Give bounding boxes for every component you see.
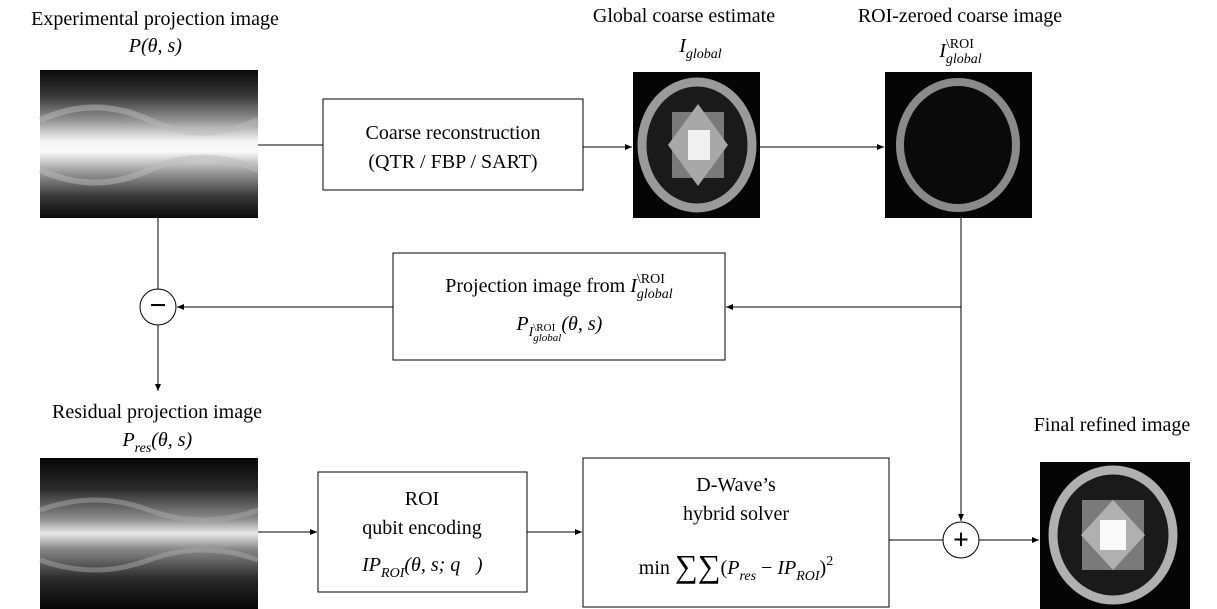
box-text: D-Wave’s bbox=[696, 474, 776, 496]
box-text: qubit encoding bbox=[362, 517, 481, 539]
math-part: P bbox=[121, 429, 134, 451]
final-image bbox=[1040, 462, 1190, 609]
math-label: Iglobal bbox=[678, 35, 722, 62]
operator: − bbox=[149, 289, 166, 322]
math-part: min bbox=[639, 557, 675, 579]
math-part: global bbox=[946, 52, 982, 67]
coarse-box bbox=[323, 99, 583, 190]
math-part: ∑∑ bbox=[675, 548, 721, 584]
math-part: (θ, s; q⃗) bbox=[404, 554, 482, 576]
math-part: \ROI bbox=[946, 37, 974, 52]
math-part: (θ, s) bbox=[561, 313, 602, 335]
math-part: global bbox=[637, 287, 673, 302]
math-label: Pres(θ, s) bbox=[121, 429, 192, 456]
math-part: (θ, s) bbox=[151, 429, 192, 451]
math-part: \ROI bbox=[533, 322, 555, 334]
operator: + bbox=[953, 525, 969, 556]
math-part: res bbox=[135, 441, 152, 456]
math-part: ) bbox=[820, 557, 827, 579]
label: Residual projection image bbox=[52, 401, 262, 423]
experimental-image bbox=[40, 70, 258, 218]
math-part: − bbox=[756, 557, 777, 579]
math-part: 2 bbox=[826, 554, 833, 569]
box-text: ROI bbox=[405, 488, 439, 510]
roi-zeroed-image bbox=[885, 72, 1032, 218]
residual-image bbox=[40, 458, 258, 609]
math-part: P(θ, s) bbox=[128, 35, 182, 57]
math-part: ROI bbox=[380, 566, 406, 581]
label: ROI-zeroed coarse image bbox=[858, 5, 1062, 27]
math-part: IP bbox=[776, 557, 796, 579]
diagram: Experimental projection image Coarse rec… bbox=[0, 0, 1217, 609]
math-part: IP bbox=[361, 554, 381, 576]
math-part: Projection image from bbox=[445, 275, 630, 297]
math-part: \ROI bbox=[637, 272, 665, 287]
math-label: Iglobal\ROI bbox=[938, 37, 982, 67]
math-part: res bbox=[739, 569, 756, 584]
box-text: hybrid solver bbox=[683, 503, 789, 525]
label: Global coarse estimate bbox=[593, 5, 775, 27]
math-part: global bbox=[686, 47, 722, 62]
box-text: Coarse reconstruction bbox=[366, 122, 541, 144]
math-part: P bbox=[515, 313, 528, 335]
box-text: (QTR / FBP / SART) bbox=[368, 151, 537, 173]
global-image bbox=[633, 72, 760, 218]
math-label: P(θ, s) bbox=[128, 35, 182, 57]
math-part: P bbox=[726, 557, 739, 579]
math-part: ROI bbox=[795, 569, 821, 584]
label: Final refined image bbox=[1034, 414, 1191, 436]
label: Experimental projection image bbox=[31, 8, 279, 30]
